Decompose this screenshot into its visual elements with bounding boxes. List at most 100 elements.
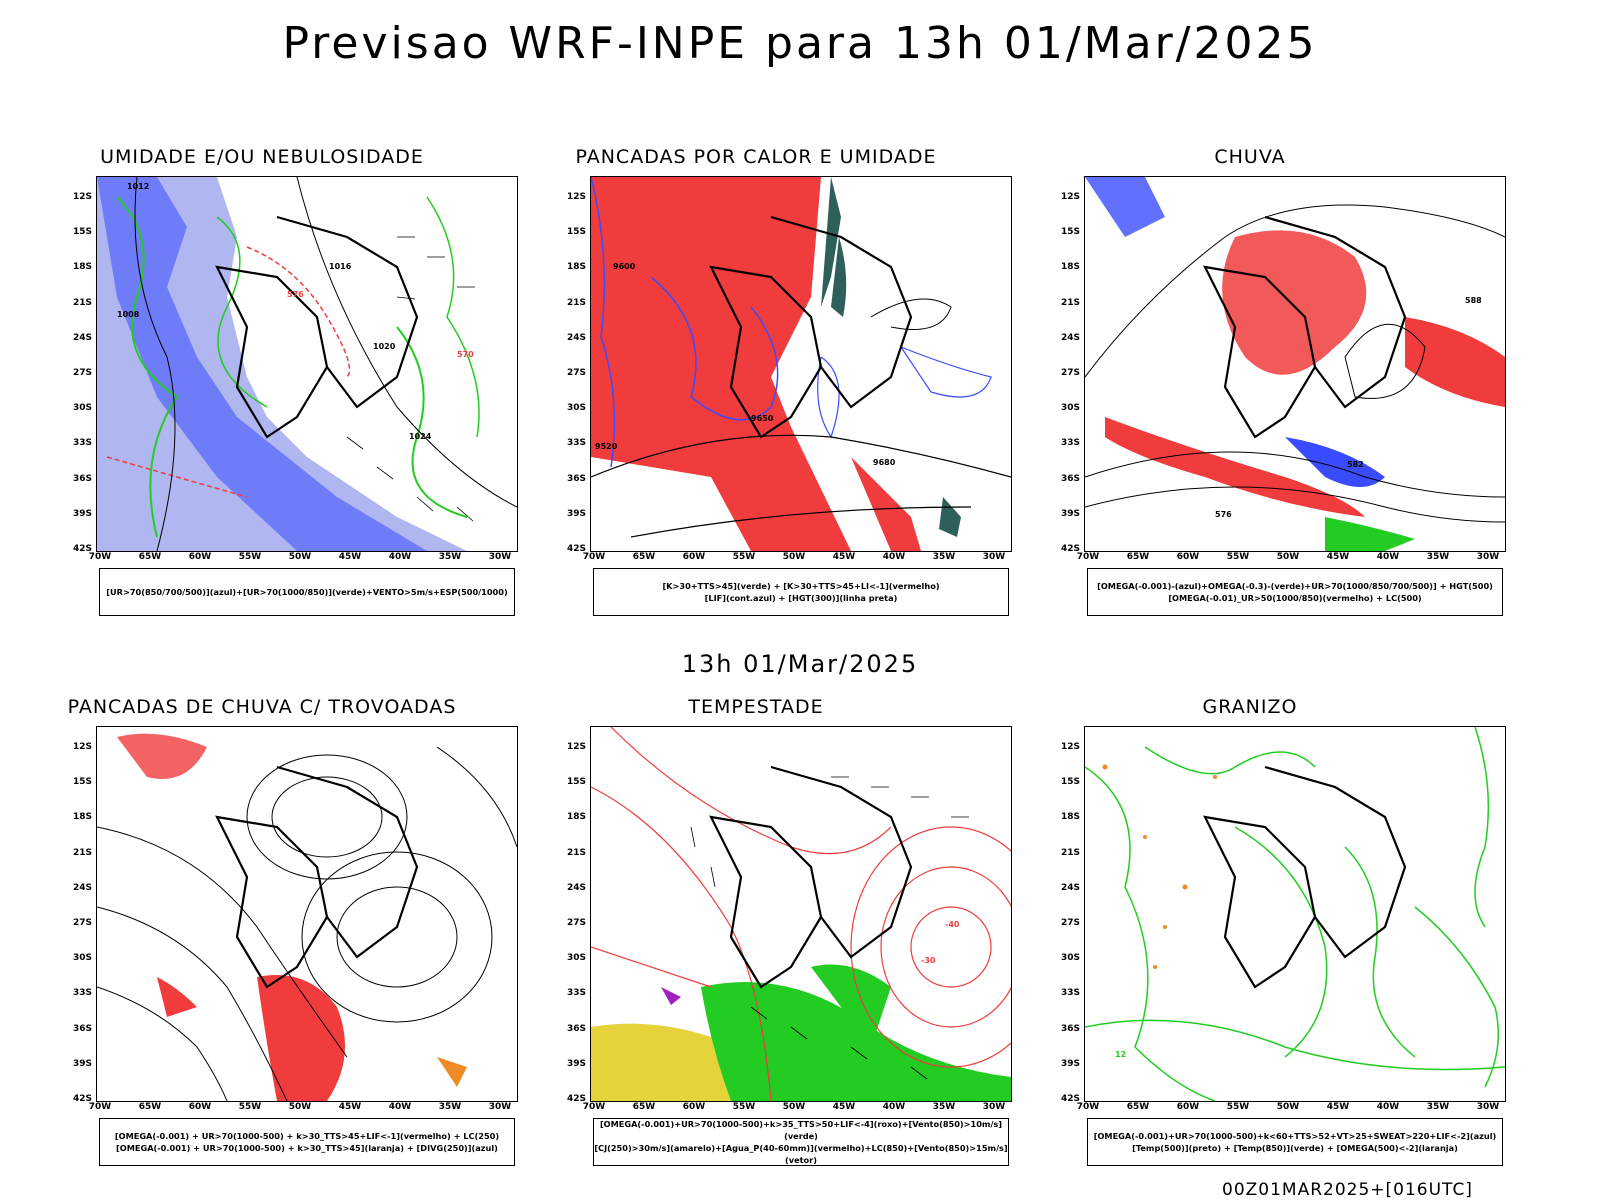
- lon-tick-label: 65W: [138, 1102, 162, 1112]
- svg-text:588: 588: [1465, 296, 1482, 305]
- lat-tick-label: 12S: [72, 192, 92, 202]
- lat-tick-label: 39S: [72, 1058, 92, 1069]
- lat-tick-label: 27S: [72, 918, 92, 928]
- legend: [OMEGA(-0.001) + UR>70(1000-500) + k>30_…: [99, 1118, 515, 1166]
- lat-tick-label: 12S: [72, 742, 92, 752]
- lon-tick-label: 45W: [832, 552, 856, 562]
- lat-tick-label: 18S: [566, 812, 586, 823]
- lon-axis: 70W 65W 60W 55W 50W 45W 40W 35W 30W: [1077, 1102, 1504, 1114]
- lon-tick-label: 55W: [238, 1102, 262, 1112]
- lat-tick-label: 24S: [1060, 332, 1080, 343]
- panel-title: CHUVA: [1214, 146, 1286, 168]
- lat-tick-label: 42S: [566, 544, 586, 554]
- lat-tick-label: 24S: [566, 882, 586, 893]
- svg-text:9650: 9650: [751, 414, 774, 423]
- lat-tick-label: 15S: [72, 227, 92, 238]
- map-pancadas-calor: 9600 9650 9680 9520: [590, 176, 1012, 552]
- lat-tick-label: 18S: [1060, 812, 1080, 823]
- lon-axis: 70W 65W 60W 55W 50W 45W 40W 35W 30W: [89, 552, 516, 564]
- lon-tick-label: 55W: [1226, 1102, 1250, 1112]
- lon-tick-label: 30W: [982, 1102, 1006, 1112]
- lat-tick-label: 12S: [566, 192, 586, 202]
- page-title: Previsao WRF-INPE para 13h 01/Mar/2025: [282, 18, 1318, 69]
- lon-tick-label: 30W: [488, 1102, 512, 1112]
- lat-tick-label: 36S: [72, 473, 92, 484]
- panel-title: PANCADAS DE CHUVA C/ TROVOADAS: [67, 696, 457, 718]
- lat-axis: 12S 15S 18S 21S 24S 27S 30S 33S 36S 39S 42S: [552, 176, 588, 554]
- svg-text:1020: 1020: [373, 342, 396, 351]
- lat-tick-label: 33S: [566, 988, 586, 999]
- lon-tick-label: 65W: [632, 1102, 656, 1112]
- lon-tick-label: 70W: [1076, 552, 1100, 562]
- lat-tick-label: 15S: [566, 227, 586, 238]
- lat-tick-label: 42S: [566, 1094, 586, 1104]
- lat-tick-label: 15S: [1060, 777, 1080, 788]
- panel-title: TEMPESTADE: [688, 696, 824, 718]
- lat-tick-label: 39S: [72, 508, 92, 519]
- lat-tick-label: 36S: [1060, 1023, 1080, 1034]
- lon-tick-label: 45W: [1326, 552, 1350, 562]
- lat-tick-label: 27S: [1060, 918, 1080, 928]
- panel-chuva: CHUVA 12S 15S 18S 21S 24S 27S 30S 33S 36S 39S 42S …: [1010, 146, 1506, 616]
- lon-tick-label: 45W: [338, 552, 362, 562]
- lon-tick-label: 50W: [288, 1102, 312, 1112]
- lat-tick-label: 27S: [566, 918, 586, 928]
- svg-text:9600: 9600: [613, 262, 636, 271]
- lat-tick-label: 21S: [566, 297, 586, 308]
- lat-axis: 12S 15S 18S 21S 24S 27S 30S 33S 36S 39S 42S: [1046, 176, 1082, 554]
- lat-tick-label: 36S: [566, 473, 586, 484]
- lat-tick-label: 36S: [566, 1023, 586, 1034]
- lon-tick-label: 65W: [632, 552, 656, 562]
- lat-tick-label: 30S: [566, 953, 586, 964]
- panel-tempestade: TEMPESTADE 12S 15S 18S 21S 24S 27S 30S 33S 36S 39…: [516, 696, 1012, 1166]
- lat-tick-label: 21S: [1060, 847, 1080, 858]
- lat-tick-label: 18S: [72, 262, 92, 273]
- lat-tick-label: 33S: [72, 988, 92, 999]
- lat-tick-label: 18S: [1060, 262, 1080, 273]
- lon-tick-label: 30W: [1476, 1102, 1500, 1112]
- svg-text:1008: 1008: [117, 310, 140, 319]
- panel-title: GRANIZO: [1202, 696, 1298, 718]
- map-granizo: 12: [1084, 726, 1506, 1102]
- legend: [OMEGA(-0.001)+UR>70(1000-500)+k>35_TTS>…: [593, 1118, 1009, 1166]
- lon-tick-label: 65W: [1126, 1102, 1150, 1112]
- lat-tick-label: 33S: [566, 438, 586, 449]
- lon-tick-label: 30W: [488, 552, 512, 562]
- lat-tick-label: 27S: [72, 368, 92, 378]
- panel-umidade: UMIDADE E/OU NEBULOSIDADE 12S 15S 18S 21S 24…: [22, 146, 518, 616]
- lat-tick-label: 42S: [1060, 1094, 1080, 1104]
- lat-tick-label: 30S: [72, 953, 92, 964]
- svg-text:1024: 1024: [409, 432, 432, 441]
- lat-tick-label: 30S: [1060, 403, 1080, 414]
- lat-tick-label: 15S: [1060, 227, 1080, 238]
- legend: [UR>70(850/700/500)](azul)+[UR>70(1000/8…: [99, 568, 515, 616]
- panel-trovoadas: PANCADAS DE CHUVA C/ TROVOADAS 12S 15S 18S…: [22, 696, 518, 1166]
- svg-text:576: 576: [287, 290, 304, 299]
- lat-tick-label: 15S: [72, 777, 92, 788]
- lon-tick-label: 60W: [1176, 1102, 1200, 1112]
- lon-tick-label: 50W: [782, 552, 806, 562]
- svg-text:576: 576: [1215, 510, 1232, 519]
- lat-tick-label: 21S: [566, 847, 586, 858]
- lat-tick-label: 12S: [1060, 742, 1080, 752]
- lon-tick-label: 55W: [732, 552, 756, 562]
- legend: [OMEGA(-0.001)+UR>70(1000-500)+k<60+TTS>…: [1087, 1118, 1503, 1166]
- lat-tick-label: 30S: [566, 403, 586, 414]
- forecast-time-label: 13h 01/Mar/2025: [681, 650, 919, 678]
- svg-text:582: 582: [1347, 460, 1364, 469]
- lat-tick-label: 24S: [72, 332, 92, 343]
- svg-text:1016: 1016: [329, 262, 352, 271]
- lat-tick-label: 30S: [72, 403, 92, 414]
- lon-tick-label: 45W: [832, 1102, 856, 1112]
- svg-text:9680: 9680: [873, 458, 896, 467]
- lat-tick-label: 24S: [72, 882, 92, 893]
- lat-axis: 12S 15S 18S 21S 24S 27S 30S 33S 36S 39S 42S: [58, 726, 94, 1104]
- lon-tick-label: 70W: [582, 1102, 606, 1112]
- lat-tick-label: 36S: [1060, 473, 1080, 484]
- lon-tick-label: 60W: [1176, 552, 1200, 562]
- svg-text:-30: -30: [921, 956, 936, 965]
- lat-tick-label: 21S: [72, 847, 92, 858]
- lon-tick-label: 60W: [188, 1102, 212, 1112]
- lon-tick-label: 45W: [1326, 1102, 1350, 1112]
- svg-text:1012: 1012: [127, 182, 149, 191]
